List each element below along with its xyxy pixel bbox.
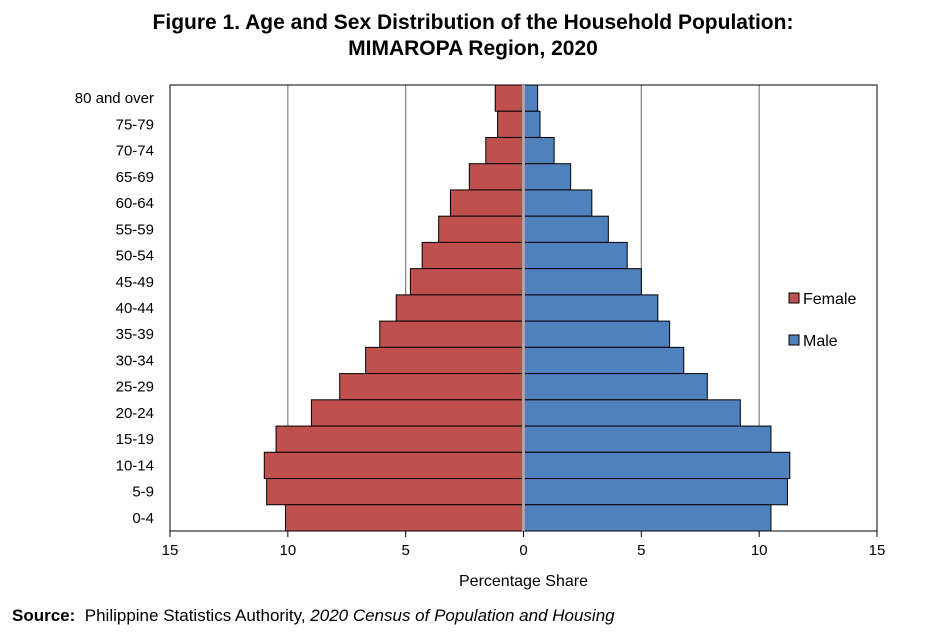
bar-male-9 bbox=[523, 320, 671, 348]
age-group-label: 75-79 bbox=[116, 116, 154, 133]
source-agency: Philippine Statistics Authority, bbox=[84, 606, 306, 625]
bar-female-12 bbox=[310, 399, 524, 427]
bar-male-8 bbox=[523, 294, 659, 322]
bar-male-0 bbox=[523, 84, 539, 112]
bar-female-1 bbox=[497, 110, 524, 138]
age-group-label: 35-39 bbox=[116, 326, 154, 343]
bar-female-3 bbox=[468, 163, 524, 191]
bar-female-16 bbox=[284, 504, 524, 532]
source-label: Source: bbox=[12, 606, 76, 625]
bar-male-16 bbox=[523, 504, 772, 532]
bar-male-5 bbox=[523, 215, 609, 243]
x-tick-label: 10 bbox=[751, 542, 768, 559]
legend-male-label: Male bbox=[803, 333, 838, 350]
bar-female-2 bbox=[485, 136, 524, 165]
age-group-label: 45-49 bbox=[116, 274, 154, 291]
age-group-label: 10-14 bbox=[116, 457, 154, 474]
source-publication: 2020 Census of Population and Housing bbox=[310, 606, 615, 625]
population-pyramid-chart: 80 and over 75-79 70-74 65-69 60-64 55-59 50-5… bbox=[75, 84, 886, 590]
bar-female-15 bbox=[266, 478, 524, 506]
age-group-labels: 80 and over 75-79 70-74 65-69 60-64 55-59 50-5… bbox=[75, 90, 154, 527]
bar-male-3 bbox=[523, 163, 572, 191]
bars bbox=[263, 84, 791, 532]
source-note: Source: Philippine Statistics Authority,… bbox=[12, 606, 615, 626]
age-group-label: 20-24 bbox=[116, 405, 154, 422]
bar-male-10 bbox=[523, 346, 685, 375]
x-tick-label: 10 bbox=[279, 542, 296, 559]
bar-female-13 bbox=[275, 425, 524, 453]
bar-male-2 bbox=[523, 136, 555, 165]
age-group-label: 5-9 bbox=[132, 484, 154, 501]
bar-male-13 bbox=[523, 425, 772, 453]
bar-female-7 bbox=[409, 268, 525, 296]
bar-male-14 bbox=[523, 451, 791, 480]
x-tick-label: 15 bbox=[162, 542, 179, 559]
x-tick-label: 15 bbox=[869, 542, 886, 559]
legend-male-swatch bbox=[788, 334, 800, 346]
legend: Female Male bbox=[788, 291, 856, 350]
age-group-label: 40-44 bbox=[116, 300, 154, 317]
age-group-label: 55-59 bbox=[116, 221, 154, 238]
bar-female-14 bbox=[263, 451, 524, 480]
bar-female-10 bbox=[365, 346, 524, 375]
legend-female-label: Female bbox=[803, 291, 856, 308]
bar-male-7 bbox=[523, 268, 642, 296]
x-tick-label: 5 bbox=[637, 542, 645, 559]
bar-female-11 bbox=[339, 373, 524, 401]
bar-female-6 bbox=[421, 241, 524, 270]
bar-female-5 bbox=[438, 215, 524, 243]
bar-female-0 bbox=[494, 84, 525, 112]
age-group-label: 0-4 bbox=[132, 510, 154, 527]
bar-female-9 bbox=[379, 320, 525, 348]
chart-title-line-1: Figure 1. Age and Sex Distribution of th… bbox=[152, 11, 794, 34]
bar-female-8 bbox=[395, 294, 524, 322]
legend-female-swatch bbox=[788, 292, 800, 304]
age-group-label: 60-64 bbox=[116, 195, 154, 212]
bar-male-6 bbox=[523, 241, 628, 270]
age-group-label: 25-29 bbox=[116, 379, 154, 396]
bar-male-15 bbox=[523, 478, 788, 506]
chart-title-line-2: MIMAROPA Region, 2020 bbox=[348, 37, 598, 60]
bar-male-11 bbox=[523, 373, 708, 401]
age-group-label: 30-34 bbox=[116, 352, 154, 369]
bar-male-4 bbox=[523, 189, 593, 217]
bar-male-12 bbox=[523, 399, 741, 427]
age-group-label: 80 and over bbox=[75, 90, 154, 107]
x-tick-labels: 15 10 5 0 5 10 15 bbox=[162, 531, 886, 559]
x-tick-label: 0 bbox=[519, 542, 527, 559]
bar-female-4 bbox=[449, 189, 524, 217]
bar-male-1 bbox=[523, 110, 541, 138]
age-group-label: 50-54 bbox=[116, 248, 154, 265]
x-tick-label: 5 bbox=[401, 542, 409, 559]
age-group-label: 65-69 bbox=[116, 169, 154, 186]
age-group-label: 15-19 bbox=[116, 431, 154, 448]
x-axis-label: Percentage Share bbox=[459, 573, 588, 590]
age-group-label: 70-74 bbox=[116, 143, 154, 160]
